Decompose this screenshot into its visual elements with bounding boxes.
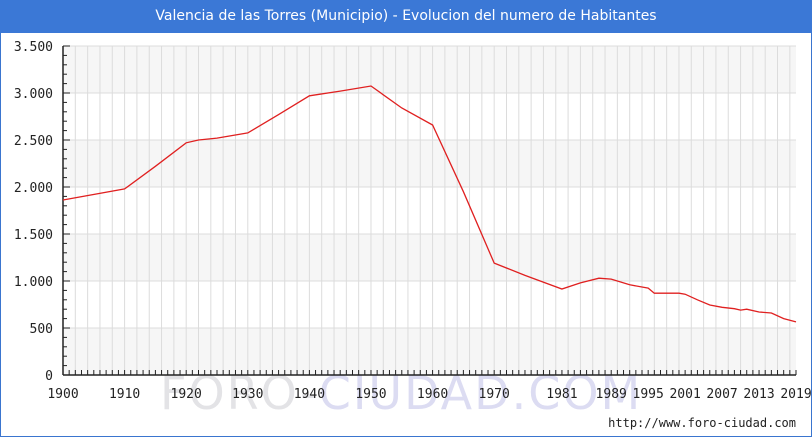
x-tick-label: 2019 [780, 387, 811, 402]
x-tick-label: 1930 [232, 387, 263, 402]
x-tick-label: 1970 [479, 387, 510, 402]
x-tick-label: 2013 [743, 387, 774, 402]
source-url: http://www.foro-ciudad.com [608, 416, 796, 430]
chart-title: Valencia de las Torres (Municipio) - Evo… [0, 0, 812, 33]
x-tick-label: 1995 [633, 387, 664, 402]
x-tick-label: 2007 [706, 387, 737, 402]
x-tick-label: 1950 [355, 387, 386, 402]
y-tick-label: 2.500 [14, 134, 53, 149]
y-tick-label: 3.500 [14, 40, 53, 55]
y-tick-label: 1.000 [14, 275, 53, 290]
x-tick-label: 1981 [546, 387, 577, 402]
population-line [62, 85, 797, 323]
x-tick-label: 1910 [109, 387, 140, 402]
x-tick-label: 1989 [596, 387, 627, 402]
y-tick-label: 3.000 [14, 87, 53, 102]
y-tick-label: 500 [30, 322, 53, 337]
x-tick-label: 1900 [47, 387, 78, 402]
x-tick-label: 1940 [294, 387, 325, 402]
y-tick-label: 1.500 [14, 228, 53, 243]
y-tick-label: 0 [45, 369, 53, 384]
y-tick-label: 2.000 [14, 181, 53, 196]
x-tick-label: 2001 [669, 387, 700, 402]
x-tick-label: 1920 [171, 387, 202, 402]
x-tick-label: 1960 [417, 387, 448, 402]
